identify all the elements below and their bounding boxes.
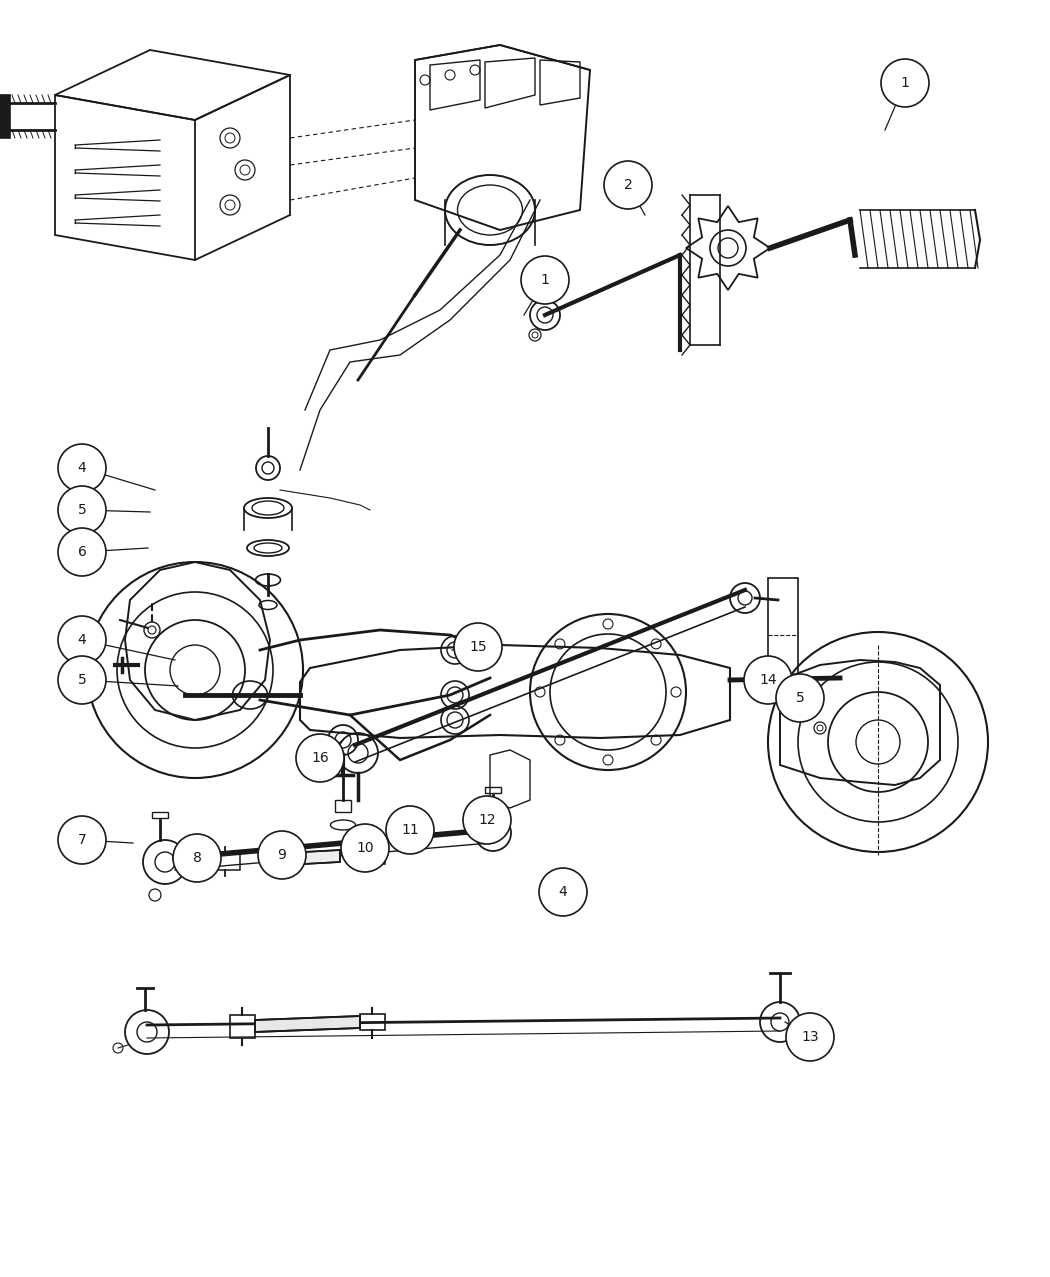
Text: 1: 1 <box>901 77 909 89</box>
Circle shape <box>58 444 106 492</box>
Text: 14: 14 <box>759 673 777 687</box>
Circle shape <box>539 868 587 916</box>
Circle shape <box>341 824 388 872</box>
Circle shape <box>604 161 652 209</box>
Circle shape <box>744 656 792 704</box>
Text: 4: 4 <box>78 461 86 475</box>
Circle shape <box>58 487 106 534</box>
Text: 2: 2 <box>624 178 632 192</box>
Circle shape <box>521 255 569 304</box>
Circle shape <box>454 623 502 670</box>
Circle shape <box>258 831 306 879</box>
Circle shape <box>786 1013 834 1061</box>
Polygon shape <box>255 1016 360 1032</box>
Text: 4: 4 <box>559 885 567 899</box>
Circle shape <box>463 796 511 844</box>
Text: 9: 9 <box>277 848 287 862</box>
Circle shape <box>881 59 929 107</box>
Circle shape <box>58 616 106 664</box>
Text: 7: 7 <box>78 833 86 847</box>
Circle shape <box>386 806 434 854</box>
Text: 6: 6 <box>78 545 86 559</box>
Text: 5: 5 <box>796 691 804 705</box>
Text: 8: 8 <box>192 850 202 865</box>
Circle shape <box>173 834 220 882</box>
Text: 11: 11 <box>401 822 419 836</box>
Circle shape <box>776 674 824 722</box>
Text: 1: 1 <box>541 273 549 287</box>
Text: 5: 5 <box>78 673 86 687</box>
Polygon shape <box>268 850 340 866</box>
Text: 10: 10 <box>356 842 374 856</box>
Polygon shape <box>0 94 10 138</box>
Circle shape <box>58 527 106 576</box>
Text: 16: 16 <box>311 751 329 765</box>
Text: 5: 5 <box>78 503 86 517</box>
Circle shape <box>58 816 106 865</box>
Text: 15: 15 <box>469 640 487 654</box>
Text: 4: 4 <box>78 633 86 647</box>
Circle shape <box>296 734 344 782</box>
Text: 12: 12 <box>478 813 496 827</box>
Circle shape <box>58 656 106 704</box>
Text: 13: 13 <box>801 1031 819 1045</box>
